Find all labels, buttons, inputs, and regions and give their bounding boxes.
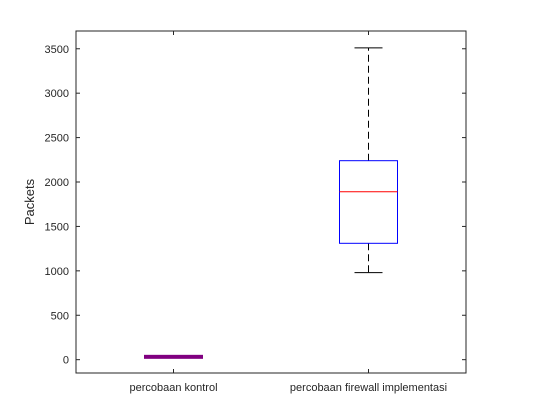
axes-frame (75, 30, 467, 374)
x-tick-label: percobaan firewall implementasi (290, 382, 447, 394)
y-tick-label: 500 (51, 310, 69, 322)
y-tick-label: 3500 (45, 44, 69, 56)
x-tick-label: percobaan kontrol (129, 382, 217, 394)
y-tick-label: 2500 (45, 133, 69, 145)
y-tick-label: 1000 (45, 266, 69, 278)
y-tick-label: 2000 (45, 177, 69, 189)
box-group (339, 47, 398, 274)
box (339, 160, 398, 244)
y-tick-label: 0 (63, 355, 69, 367)
y-tick-label: 3000 (45, 88, 69, 100)
y-axis-label: Packets (22, 178, 37, 225)
box (144, 354, 203, 359)
box-group (144, 354, 203, 359)
plot-area: 0 500 1000 1500 2000 2500 3000 3500 percobaan ko… (45, 30, 467, 394)
y-tick-label: 1500 (45, 221, 69, 233)
